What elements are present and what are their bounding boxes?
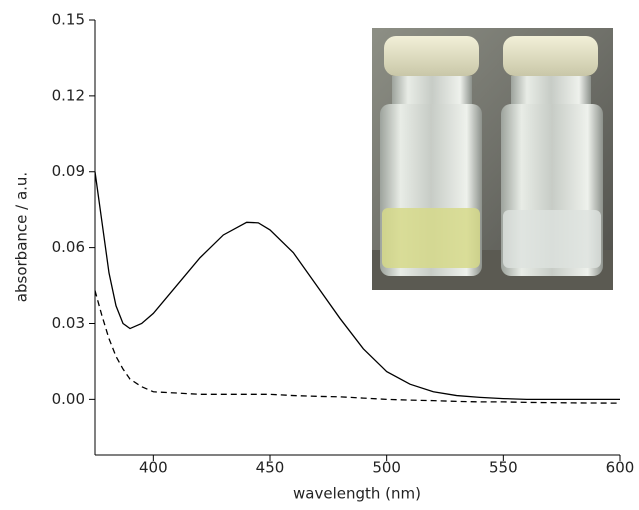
line-series	[94, 290, 621, 404]
line-series	[94, 171, 620, 401]
x-axis-label: wavelength (nm)	[293, 485, 421, 503]
x-tick-label: 400	[139, 459, 168, 477]
x-tick-label: 550	[489, 459, 518, 477]
y-tick-label: 0.09	[52, 162, 85, 180]
y-tick-label: 0.03	[52, 314, 85, 332]
x-tick-label: 500	[372, 459, 401, 477]
y-tick-label: 0.06	[52, 238, 85, 256]
x-tick-label: 600	[606, 459, 635, 477]
y-tick-label: 0.15	[52, 11, 85, 29]
y-axis-label: absorbance / a.u.	[13, 172, 31, 302]
inset-photo	[372, 28, 613, 290]
x-tick-label: 450	[256, 459, 285, 477]
y-tick-label: 0.12	[52, 86, 85, 104]
y-tick-label: 0.00	[52, 390, 85, 408]
